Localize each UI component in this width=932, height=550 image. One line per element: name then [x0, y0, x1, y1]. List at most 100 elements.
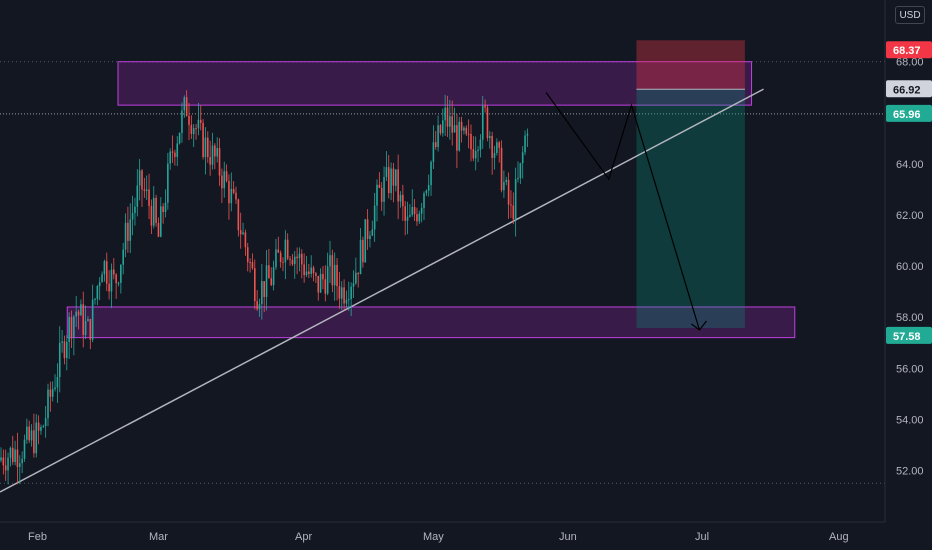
candle-body — [37, 422, 40, 431]
candle-body — [30, 430, 33, 441]
candle-body — [178, 132, 181, 144]
projection-path[interactable] — [545, 92, 707, 331]
current-price-badge: 65.96 — [893, 109, 921, 121]
candle-body — [101, 274, 103, 283]
candle-body — [383, 176, 385, 202]
candle-body — [61, 341, 63, 343]
candle-body — [183, 97, 186, 111]
candle-body — [340, 287, 343, 299]
candle-body — [425, 190, 428, 194]
candle-body — [329, 255, 331, 267]
candle-body — [261, 281, 263, 305]
candle-body — [23, 439, 26, 459]
time-axis[interactable]: Feb Mar Apr May Jun Jul Aug — [28, 531, 849, 543]
candle-body — [423, 193, 425, 208]
candle-body — [84, 321, 87, 335]
candle-body — [385, 167, 388, 177]
candle-body — [235, 192, 237, 200]
candle-body — [63, 341, 66, 359]
candle-body — [343, 287, 345, 304]
candle-body — [456, 125, 458, 151]
candle-body — [127, 222, 129, 241]
candle-body — [373, 205, 376, 230]
candle-body — [115, 274, 117, 284]
candle-body — [2, 457, 5, 466]
candle-body — [286, 239, 289, 259]
support-zone — [66, 306, 796, 339]
candle-body — [503, 181, 505, 191]
candle-body — [242, 232, 244, 235]
candle-body — [296, 256, 298, 259]
candle-body — [263, 281, 265, 297]
candle-body — [500, 147, 503, 191]
candle-body — [223, 171, 226, 189]
candle-body — [406, 216, 409, 221]
candle-body — [207, 137, 209, 158]
time-tick: May — [423, 531, 444, 543]
candle-body — [68, 316, 70, 342]
candle-body — [152, 197, 155, 226]
candle-body — [145, 189, 148, 191]
candle-body — [249, 262, 251, 264]
candle-body — [225, 171, 228, 182]
candle-body — [390, 168, 392, 194]
candle-body — [430, 161, 432, 186]
candle-body — [517, 177, 519, 180]
candle-body — [124, 222, 127, 250]
candle-body — [230, 189, 233, 204]
candle-body — [479, 139, 482, 150]
candle-body — [364, 219, 367, 263]
candle-body — [481, 105, 484, 140]
candle-body — [293, 256, 296, 265]
candle-body — [284, 239, 287, 263]
candle-body — [14, 449, 16, 463]
candle-body — [80, 304, 82, 316]
candle-body — [209, 157, 211, 165]
candle-body — [333, 264, 336, 286]
candle-body — [28, 426, 30, 441]
candle-body — [348, 299, 350, 301]
time-tick: Jun — [559, 531, 577, 543]
candle-body — [308, 271, 310, 274]
candle-body — [319, 273, 322, 293]
price-badges: 68.37 66.92 65.96 57.58 — [886, 41, 932, 344]
candle-body — [188, 115, 190, 125]
candle-body — [40, 427, 42, 431]
candle-body — [0, 457, 2, 461]
candle-body — [110, 269, 113, 292]
candle-body — [378, 184, 381, 188]
short-position-tool[interactable] — [636, 40, 745, 328]
zone-group — [66, 61, 796, 339]
candle-body — [176, 143, 179, 157]
candle-body — [148, 189, 150, 207]
candle-body — [232, 189, 235, 193]
candle-body — [157, 222, 160, 237]
candle-body — [7, 457, 9, 471]
candle-body — [439, 125, 442, 134]
candle-body — [437, 125, 439, 148]
price-tick: 64.00 — [896, 159, 924, 171]
ascending-trendline[interactable] — [0, 88, 764, 493]
candle-body — [496, 142, 498, 154]
candle-body — [305, 271, 308, 276]
candle-body — [355, 272, 357, 284]
candle-body — [392, 168, 395, 186]
candle-body — [113, 269, 115, 275]
candle-body — [413, 206, 416, 215]
candle-body — [526, 133, 529, 136]
candle-body — [117, 282, 120, 284]
candle-body — [35, 422, 38, 454]
candle-body — [402, 194, 404, 207]
currency-button[interactable]: USD — [895, 6, 925, 24]
candle-body — [254, 268, 256, 302]
candle-body — [493, 153, 496, 158]
candle-body — [70, 316, 73, 338]
candle-body — [317, 275, 320, 293]
candle-body — [265, 265, 268, 297]
candle-body — [96, 286, 99, 299]
candle-body — [122, 249, 124, 265]
price-tick: 56.00 — [896, 363, 924, 375]
candle-body — [463, 127, 465, 131]
candlestick-series — [0, 90, 529, 485]
